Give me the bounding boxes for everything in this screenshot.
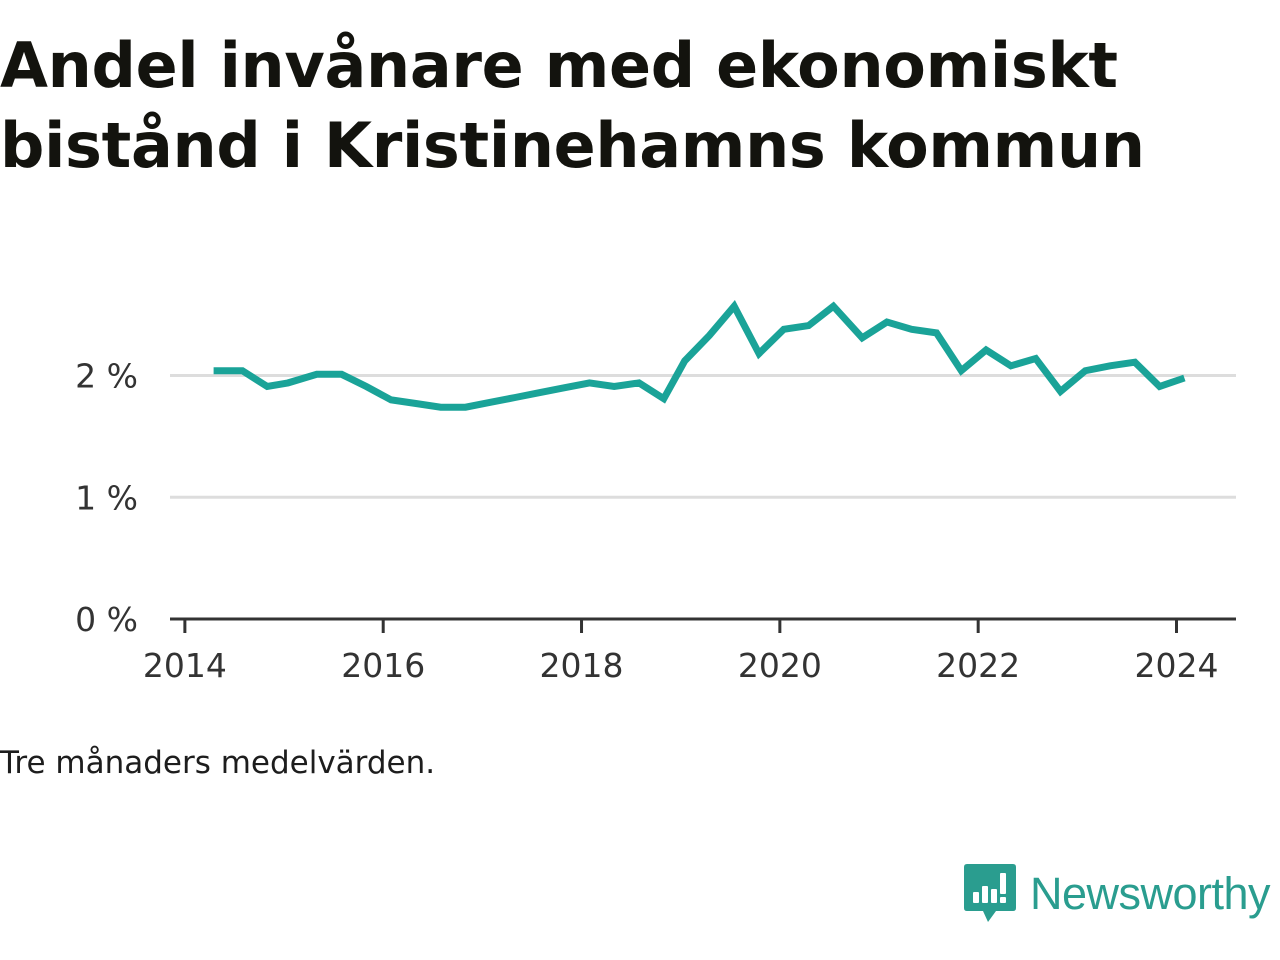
x-tick-label: 2018: [540, 646, 624, 685]
x-tick-label: 2022: [936, 646, 1020, 685]
y-tick-label: 2 %: [75, 357, 138, 396]
line-chart: 0 % 1 % 2 % 2014 2016 2018 2020 2022 2024: [75, 299, 1236, 685]
brand-name: Newsworthy: [1030, 868, 1271, 919]
x-tick-label: 2014: [143, 646, 227, 685]
series-line: [213, 299, 1186, 411]
chart-title: Andel invånare med ekonomiskt bistånd i …: [0, 29, 1145, 182]
y-axis-tick-labels: 0 % 1 % 2 %: [75, 357, 138, 639]
chart-note: Tre månaders medelvärden.: [0, 745, 436, 781]
x-tick-label: 2024: [1135, 646, 1219, 685]
y-tick-label: 1 %: [75, 478, 138, 517]
y-tick-label: 0 %: [75, 600, 138, 639]
grid-lines: [170, 374, 1236, 499]
newsworthy-brand: Newsworthy: [964, 862, 1271, 926]
x-tick-label: 2016: [341, 646, 425, 685]
newsworthy-logo-icon: [964, 864, 1016, 922]
series-lines: [213, 299, 1186, 411]
x-tick-label: 2020: [738, 646, 822, 685]
x-axis: 2014 2016 2018 2020 2022 2024: [143, 617, 1236, 685]
